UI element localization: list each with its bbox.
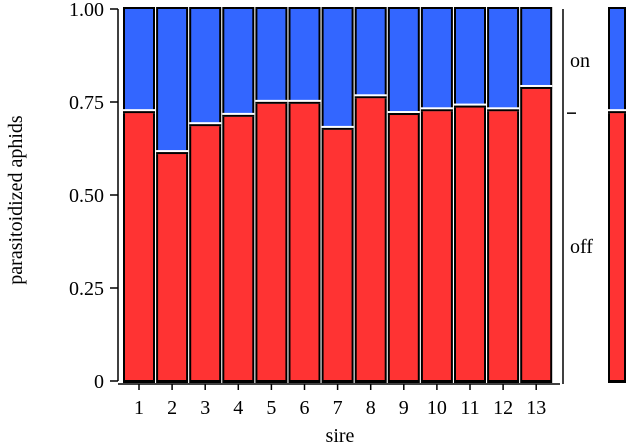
bar-off-4 [224, 116, 253, 380]
bar-off-8 [356, 98, 385, 380]
bar-on-9 [389, 9, 418, 114]
x-tick-label: 2 [167, 397, 177, 419]
overall-bar-off [610, 113, 624, 380]
bar-on-2 [158, 9, 187, 153]
bar-on-13 [522, 9, 551, 87]
x-tick-label: 11 [460, 397, 479, 419]
overall-bar-panel [608, 7, 626, 383]
bar-separator-line [123, 111, 155, 114]
bar-separator-line [255, 101, 288, 104]
bar-separator-line [222, 114, 255, 117]
legend-label-off: off [570, 236, 593, 258]
bar-separator-line [288, 101, 321, 104]
bar-off-9 [389, 115, 418, 381]
x-tick-label: 8 [366, 397, 376, 419]
x-tick-label: 13 [526, 397, 546, 419]
bar-separator-line [487, 109, 520, 112]
bar-on-5 [257, 9, 286, 102]
x-tick-label: 3 [200, 397, 210, 419]
overall-separator-line [608, 111, 626, 114]
bar-off-6 [290, 103, 319, 381]
x-tick-label: 9 [399, 397, 409, 419]
bar-off-13 [522, 88, 551, 380]
bar-off-2 [158, 154, 187, 380]
bar-separator-line [354, 96, 387, 99]
x-tick-label: 6 [300, 397, 310, 419]
x-axis-label: sire [326, 425, 355, 447]
bar-off-7 [323, 129, 352, 380]
y-axis-label: parasitoidized aphids [5, 115, 27, 285]
bar-off-10 [422, 111, 451, 381]
bar-on-7 [323, 9, 352, 128]
bar-on-10 [422, 9, 451, 110]
bar-off-12 [489, 111, 518, 381]
bar-on-4 [224, 9, 253, 115]
y-tick-label: 0.75 [69, 92, 104, 114]
bar-on-1 [125, 9, 153, 112]
bar-off-11 [456, 107, 484, 380]
x-axis: 1 2 3 4 5 6 7 8 9 10 11 12 13 [118, 9, 576, 419]
bar-off-1 [125, 113, 153, 380]
bar-separator-line [321, 127, 354, 130]
y-tick-label: 0.50 [69, 185, 104, 207]
bar-separator-line [520, 86, 553, 89]
legend-label-on: on [570, 50, 590, 72]
x-tick-label: 1 [134, 397, 144, 419]
y-axis: 0 0.25 0.50 0.75 1.00 [69, 0, 119, 393]
bar-separator-line [420, 109, 453, 112]
bar-separator-line [156, 152, 189, 155]
bar-on-6 [290, 9, 319, 102]
bar-on-3 [191, 9, 220, 125]
y-tick-label: 0 [94, 371, 104, 393]
bars-group [123, 7, 553, 383]
x-tick-label: 4 [233, 397, 243, 419]
overall-bar-on [610, 9, 624, 112]
bar-off-5 [257, 103, 286, 381]
y-tick-label: 1.00 [69, 0, 104, 21]
x-tick-label: 5 [266, 397, 276, 419]
bar-separator-line [189, 124, 222, 127]
bar-separator-line [454, 105, 486, 108]
x-tick-label: 10 [427, 397, 447, 419]
bar-off-3 [191, 126, 220, 381]
x-tick-label: 12 [493, 397, 513, 419]
bar-on-12 [489, 9, 518, 110]
x-tick-label: 7 [333, 397, 343, 419]
bar-separator [321, 125, 354, 130]
bar-on-11 [456, 9, 484, 106]
bar-on-8 [356, 9, 385, 97]
bar-separator-line [387, 113, 420, 116]
y-tick-label: 0.25 [69, 278, 104, 300]
